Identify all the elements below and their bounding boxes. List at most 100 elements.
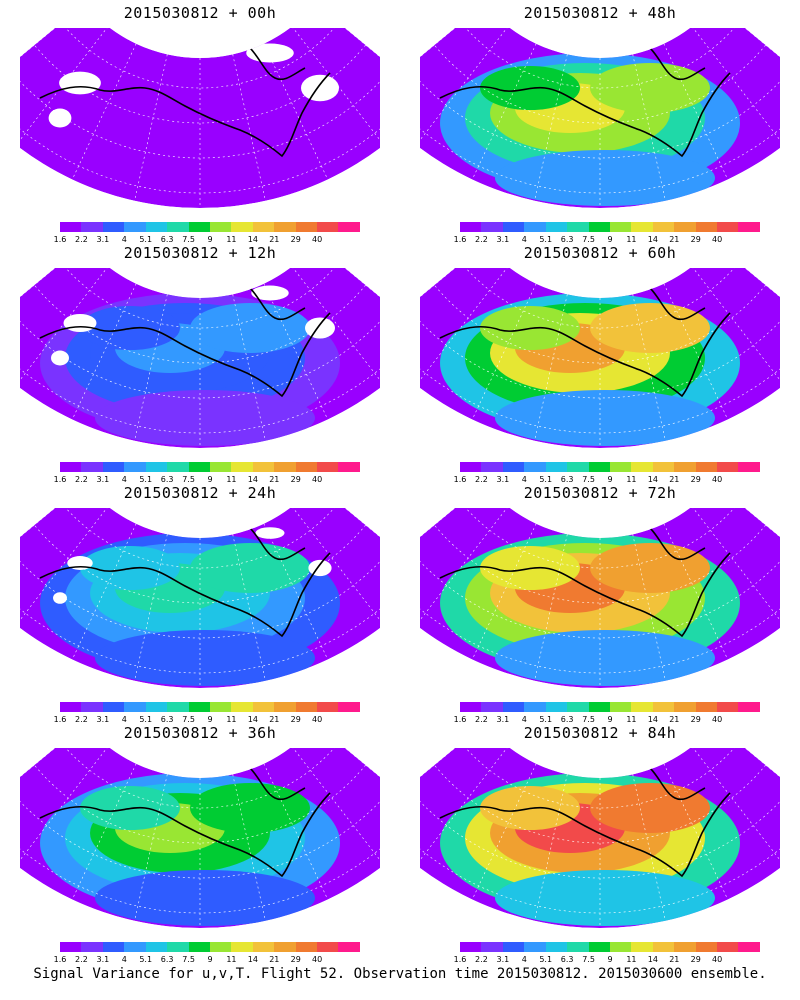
colorbar-swatch (460, 942, 482, 952)
colorbar-swatch (717, 702, 739, 712)
colorbar-tick-label: 5.1 (539, 955, 553, 964)
latitude-line (20, 329, 380, 434)
variance-region (590, 63, 710, 113)
colorbar-swatch (209, 702, 232, 712)
variance-map (20, 268, 380, 448)
variance-region (495, 390, 715, 446)
colorbar-swatch (102, 942, 125, 952)
colorbar-labels: 1.6 2.2 3.1 4 5.1 6.3 7.5 9 11 14 21 29 40 (54, 235, 360, 245)
colorbar-swatch (502, 462, 525, 472)
colorbar-swatch (567, 462, 589, 472)
colorbar-swatch (252, 942, 275, 952)
colorbar-tick-label: 21 (669, 955, 680, 964)
variance-region (95, 630, 315, 686)
colorbar-tick-label: 29 (290, 235, 301, 244)
colorbar-tick-label: 1.6 (453, 475, 467, 484)
colorbar-swatch (231, 462, 253, 472)
colorbar-tick-label: 4 (121, 955, 127, 964)
variance-region (495, 150, 715, 206)
colorbar-swatch (738, 702, 760, 712)
colorbar-swatch (274, 942, 296, 952)
map-panel: 2015030812 + 60h 1.6 2.2 3.1 4 5.1 6.3 7.5 9 11 14… (400, 240, 800, 490)
colorbar-tick-label: 1.6 (453, 235, 467, 244)
no-data-patch (63, 314, 97, 332)
colorbar-swatch (102, 462, 125, 472)
colorbar-tick-label: 4 (121, 715, 127, 724)
colorbar-swatch (124, 942, 146, 952)
variance-map (420, 748, 780, 928)
colorbar-tick-label: 2.2 (75, 235, 88, 244)
colorbar-tick-label: 29 (290, 715, 301, 724)
latitude-line (20, 89, 380, 194)
variance-region (495, 870, 715, 926)
colorbar-tick-label: 14 (247, 475, 258, 484)
colorbar-swatch (252, 702, 275, 712)
coastline (439, 47, 731, 158)
coastline (39, 527, 331, 638)
latitude-line (20, 569, 380, 674)
colorbar-labels: 1.6 2.2 3.1 4 5.1 6.3 7.5 9 11 14 21 29 40 (454, 715, 760, 725)
colorbar-swatch (81, 222, 103, 232)
panel-title: 2015030812 + 48h (523, 4, 677, 22)
colorbar (460, 222, 760, 232)
colorbar-tick-label: 29 (290, 955, 301, 964)
variance-map (420, 268, 780, 448)
colorbar-swatch (460, 222, 482, 232)
colorbar-tick-label: 14 (647, 475, 658, 484)
colorbar-swatch (317, 222, 339, 232)
colorbar-tick-label: 21 (269, 715, 280, 724)
colorbar-swatch (295, 702, 318, 712)
colorbar-tick-label: 3.1 (496, 475, 510, 484)
colorbar-tick-label: 7.5 (182, 715, 195, 724)
colorbar-tick-label: 5.1 (539, 475, 553, 484)
colorbar-swatch (60, 222, 82, 232)
longitude-line (263, 43, 329, 180)
no-data-patch (305, 317, 335, 339)
longitude-line (134, 774, 168, 921)
latitude-line (61, 268, 339, 329)
variance-region (190, 783, 310, 833)
colorbar-tick-label: 9 (207, 235, 213, 244)
colorbar-swatch (588, 222, 610, 232)
coastline (439, 767, 731, 878)
colorbar-tick-label: 1.6 (453, 715, 467, 724)
colorbar-swatch (652, 942, 675, 952)
colorbar (460, 462, 760, 472)
panel-title: 2015030812 + 24h (123, 484, 277, 502)
panel-title: 2015030812 + 12h (123, 244, 277, 262)
longitude-line (291, 268, 380, 386)
colorbar-tick-label: 3.1 (496, 235, 510, 244)
colorbar-labels: 1.6 2.2 3.1 4 5.1 6.3 7.5 9 11 14 21 29 40 (54, 475, 360, 485)
variance-map (420, 508, 780, 688)
latitude-line (461, 28, 739, 89)
panel-title: 2015030812 + 84h (523, 724, 677, 742)
colorbar-swatch (274, 702, 296, 712)
colorbar-swatch (252, 222, 275, 232)
colorbar-tick-label: 11 (626, 475, 637, 484)
colorbar-swatch (317, 462, 339, 472)
colorbar-tick-label: 4 (521, 475, 527, 484)
colorbar-swatch (81, 702, 103, 712)
colorbar-swatch (502, 942, 525, 952)
colorbar-swatch (502, 702, 525, 712)
longitude-line (632, 774, 666, 921)
colorbar-tick-label: 40 (312, 475, 323, 484)
colorbar-tick-label: 29 (690, 955, 701, 964)
colorbar-tick-label: 11 (626, 715, 637, 724)
colorbar-swatch (545, 222, 568, 232)
colorbar-swatch (81, 462, 103, 472)
colorbar-swatch (209, 222, 232, 232)
colorbar-tick-label: 2.2 (475, 475, 488, 484)
colorbar-swatch (674, 942, 696, 952)
colorbar-tick-label: 9 (607, 235, 613, 244)
variance-region (95, 870, 315, 926)
longitude-line (632, 534, 666, 681)
colorbar-swatch (695, 222, 718, 232)
colorbar-swatch (738, 942, 760, 952)
colorbar-tick-label: 14 (647, 955, 658, 964)
colorbar-tick-label: 5.1 (139, 235, 153, 244)
colorbar-tick-label: 14 (647, 235, 658, 244)
colorbar-labels: 1.6 2.2 3.1 4 5.1 6.3 7.5 9 11 14 21 29 40 (454, 955, 760, 965)
colorbar-swatch (588, 702, 610, 712)
colorbar-tick-label: 40 (712, 475, 723, 484)
